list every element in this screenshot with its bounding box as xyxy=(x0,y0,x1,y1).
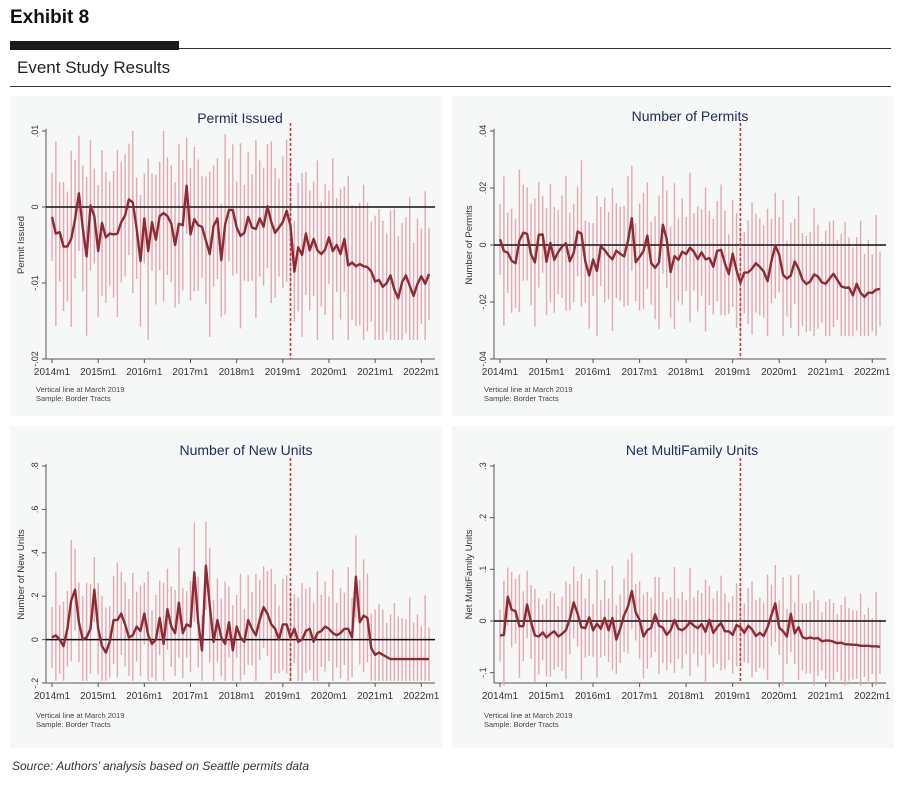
panel-background-3 xyxy=(10,426,442,748)
x-tick-label: 2015m1 xyxy=(80,367,117,378)
title-bar xyxy=(10,41,179,50)
x-tick-label: 2016m1 xyxy=(575,691,612,702)
x-tick-label: 2019m1 xyxy=(265,367,302,378)
y-axis-label: Number of Permits xyxy=(464,205,475,284)
x-tick-label: 2014m1 xyxy=(482,691,519,702)
y-tick-label: .6 xyxy=(30,506,40,514)
chart-number-of-permits: Number of Permits .04 .02 0 -.02 -.04 Number o… xyxy=(464,108,891,403)
x-tick-label: 2022m1 xyxy=(403,691,440,702)
x-tick-label: 2022m1 xyxy=(403,367,440,378)
x-tick-label: 2015m1 xyxy=(528,367,565,378)
chart-title: Net MultiFamily Units xyxy=(626,442,758,458)
title-rule xyxy=(179,48,891,49)
y-tick-label: .02 xyxy=(478,182,488,195)
x-tick-label: 2018m1 xyxy=(219,367,256,378)
chart-note: Vertical line at March 2019 xyxy=(36,711,124,720)
y-tick-label: -.2 xyxy=(30,678,40,689)
chart-note: Vertical line at March 2019 xyxy=(484,711,572,720)
subtitle-rule xyxy=(10,86,891,87)
x-tick-label: 2016m1 xyxy=(126,691,163,702)
series-line xyxy=(51,564,429,661)
panel-background-2 xyxy=(452,96,894,416)
x-tick-label: 2017m1 xyxy=(622,691,659,702)
chart-title: Number of Permits xyxy=(632,108,749,124)
x-tick-label: 2021m1 xyxy=(808,367,845,378)
chart-title: Permit Issued xyxy=(197,110,283,126)
series-line xyxy=(498,216,881,299)
y-tick-label: .2 xyxy=(478,514,488,522)
x-tick-label: 2020m1 xyxy=(761,367,798,378)
x-tick-label: 2018m1 xyxy=(219,691,256,702)
x-tick-label: 2014m1 xyxy=(34,367,71,378)
y-axis-label: Permit Issued xyxy=(16,216,27,274)
x-tick-label: 2020m1 xyxy=(311,367,348,378)
y-tick-label: 0 xyxy=(478,618,488,623)
x-tick-label: 2021m1 xyxy=(357,691,394,702)
y-tick-label: .2 xyxy=(30,592,40,600)
x-tick-label: 2017m1 xyxy=(172,691,209,702)
y-tick-label: 0 xyxy=(30,637,40,642)
x-tick-label: 2016m1 xyxy=(126,367,163,378)
x-tick-label: 2020m1 xyxy=(311,691,348,702)
x-tick-label: 2018m1 xyxy=(668,367,705,378)
series-line xyxy=(499,589,881,648)
y-tick-label: -.04 xyxy=(478,351,488,367)
y-tick-label: .01 xyxy=(30,125,40,138)
x-tick-label: 2022m1 xyxy=(854,367,891,378)
series-line xyxy=(50,184,431,300)
x-tick-label: 2017m1 xyxy=(622,367,659,378)
x-tick-label: 2015m1 xyxy=(528,691,565,702)
x-tick-label: 2020m1 xyxy=(761,691,798,702)
y-axis-label: Number of New Units xyxy=(16,529,27,620)
y-tick-label: .04 xyxy=(478,125,488,138)
x-tick-label: 2015m1 xyxy=(80,691,117,702)
x-tick-label: 2021m1 xyxy=(357,367,394,378)
x-tick-label: 2019m1 xyxy=(715,367,752,378)
exhibit-subtitle: Event Study Results xyxy=(17,58,171,77)
chart-title: Number of New Units xyxy=(179,442,312,458)
x-tick-label: 2014m1 xyxy=(34,691,71,702)
y-tick-label: .4 xyxy=(30,549,40,557)
y-tick-label: 0 xyxy=(30,204,40,209)
x-tick-label: 2022m1 xyxy=(854,691,891,702)
x-tick-label: 2016m1 xyxy=(575,367,612,378)
x-tick-label: 2019m1 xyxy=(715,691,752,702)
x-tick-label: 2021m1 xyxy=(808,691,845,702)
exhibit-title: Exhibit 8 xyxy=(10,7,90,28)
x-tick-label: 2017m1 xyxy=(172,367,209,378)
y-tick-label: .8 xyxy=(30,462,40,470)
chart-number-of-new-units: Number of New Units .8 .6 .4 .2 0 -.2 Number of… xyxy=(16,442,440,729)
chart-note: Sample: Border Tracts xyxy=(484,720,559,729)
y-axis-label: Net MultiFamily Units xyxy=(464,529,475,619)
y-tick-label: -.1 xyxy=(478,667,488,678)
chart-note: Vertical line at March 2019 xyxy=(484,385,572,394)
panel-background-4 xyxy=(452,426,894,748)
source-note: Source: Authors’ analysis based on Seatt… xyxy=(12,759,310,773)
panel-background-1 xyxy=(10,96,442,416)
x-tick-label: 2018m1 xyxy=(668,691,705,702)
chart-note: Vertical line at March 2019 xyxy=(36,385,124,394)
y-tick-label: .3 xyxy=(478,462,488,470)
y-tick-label: -.02 xyxy=(478,294,488,310)
chart-net-multifamily-units: Net MultiFamily Units .3 .2 .1 0 -.1 Net Multi… xyxy=(464,442,891,729)
y-tick-label: -.02 xyxy=(30,351,40,367)
chart-note: Sample: Border Tracts xyxy=(484,394,559,403)
y-tick-label: 0 xyxy=(478,242,488,247)
y-tick-label: .1 xyxy=(478,566,488,574)
y-tick-label: -.01 xyxy=(30,275,40,291)
x-tick-label: 2014m1 xyxy=(482,367,519,378)
chart-note: Sample: Border Tracts xyxy=(36,720,111,729)
x-tick-label: 2019m1 xyxy=(265,691,302,702)
chart-note: Sample: Border Tracts xyxy=(36,394,111,403)
chart-permit-issued: Permit Issued .01 0 -.01 -.02 Permit Issued 20… xyxy=(16,110,440,403)
